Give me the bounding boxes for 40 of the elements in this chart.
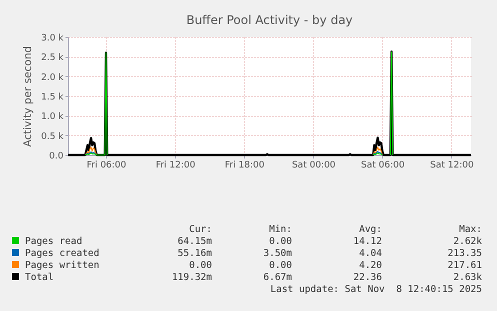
legend-label: Pages written <box>24 260 100 272</box>
legend-label: Pages created <box>24 248 100 260</box>
text: 64.15m <box>176 236 212 248</box>
text: 55.16m <box>176 248 212 260</box>
text: 2.62k <box>452 236 482 248</box>
y-tick-label: 1.5 k <box>41 92 64 102</box>
y-tick-label: 2.0 k <box>41 72 64 83</box>
text: Last update: Sat Nov 8 12:40:15 2025 <box>269 284 482 296</box>
x-tick-label: Fri 06:00 <box>86 160 127 170</box>
text: 4.20 <box>358 260 382 272</box>
y-tick-label: 1.0 k <box>41 112 64 122</box>
x-tick-label: Fri 12:00 <box>156 160 196 170</box>
text: 119.32m <box>170 272 212 284</box>
x-tick-label: Fri 18:00 <box>224 160 265 170</box>
text: 3.50m <box>262 248 292 260</box>
text: 0.00 <box>188 260 212 272</box>
text: 6.67m <box>262 272 292 284</box>
text: 2.63k <box>452 272 482 284</box>
text: 22.36 <box>352 272 382 284</box>
text: 0.00 <box>268 236 292 248</box>
legend-label: Total <box>24 272 55 284</box>
x-tick-label: Sat 00:00 <box>292 160 336 170</box>
text: Avg: <box>358 224 382 236</box>
y-tick-label: 0.0 <box>49 152 64 162</box>
y-tick-label: 0.5 k <box>41 132 64 142</box>
text: 14.12 <box>352 236 382 248</box>
x-tick-label: Sat 12:00 <box>430 160 474 170</box>
text: 4.04 <box>358 248 382 260</box>
x-tick-label: Sat 06:00 <box>361 160 405 170</box>
y-tick-label: 3.0 k <box>41 34 64 44</box>
text: 0.00 <box>268 260 292 272</box>
text: Cur: <box>188 224 212 236</box>
text: 213.35 <box>446 248 482 260</box>
text: 217.61 <box>446 260 482 272</box>
chart-title: Buffer Pool Activity - by day <box>186 13 353 27</box>
y-axis-title: Activity per second <box>22 46 34 147</box>
text: Min: <box>268 224 292 236</box>
legend-label: Pages read <box>24 236 84 248</box>
text: Max: <box>458 224 482 236</box>
y-tick-label: 2.5 k <box>41 53 64 64</box>
